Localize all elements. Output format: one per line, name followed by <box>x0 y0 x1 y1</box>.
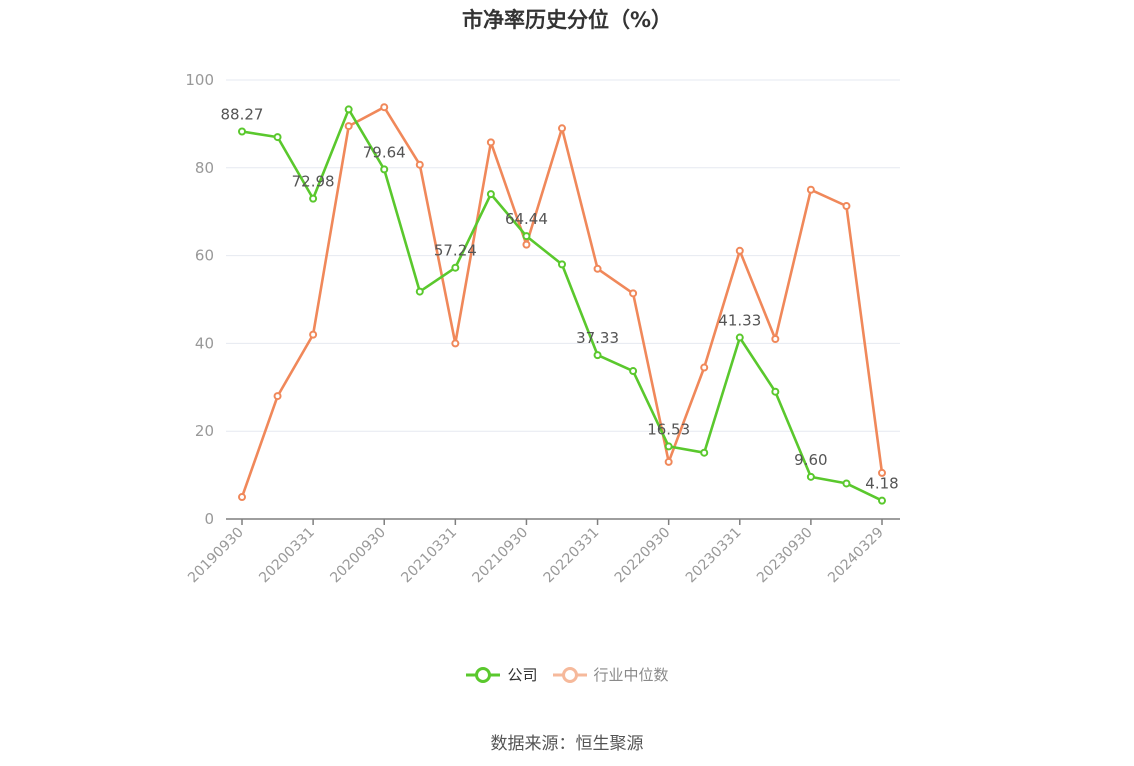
x-tick-label: 20230930 <box>754 525 816 587</box>
legend: 公司 行业中位数 <box>0 664 1134 685</box>
x-tick-label: 20190930 <box>185 525 247 587</box>
data-point-company <box>664 442 673 451</box>
data-point-company <box>842 479 851 488</box>
data-point-company <box>522 232 531 241</box>
data-point-industry <box>629 289 638 298</box>
x-tick-label: 20200930 <box>327 525 389 587</box>
data-point-industry <box>451 339 460 348</box>
data-point-industry <box>664 457 673 466</box>
data-point-industry <box>593 264 602 273</box>
series-line-industry <box>240 105 884 498</box>
data-point-industry <box>309 330 318 339</box>
data-label: 64.44 <box>505 210 548 228</box>
data-point-company <box>558 260 566 269</box>
data-point-company <box>380 165 389 174</box>
legend-industry-marker-icon <box>552 666 587 683</box>
data-point-company <box>771 387 780 396</box>
y-tick-label: 60 <box>195 247 214 265</box>
data-point-industry <box>238 493 246 502</box>
data-label: 57.24 <box>434 242 477 260</box>
data-point-company <box>735 333 744 342</box>
data-point-company <box>451 263 460 272</box>
data-point-industry <box>878 468 886 477</box>
legend-label-company: 公司 <box>507 666 538 684</box>
y-tick-label: 0 <box>204 510 214 528</box>
data-point-industry <box>806 185 815 194</box>
data-point-company <box>309 194 318 203</box>
data-point-industry <box>344 122 353 131</box>
data-point-company <box>273 133 282 142</box>
data-point-company <box>700 448 709 457</box>
x-tick-label: 20210930 <box>470 525 532 587</box>
data-point-company <box>629 367 638 376</box>
data-label: 9.60 <box>794 451 827 469</box>
data-label: 37.33 <box>576 329 619 347</box>
data-point-company <box>806 472 815 481</box>
data-label: 72.98 <box>292 173 335 191</box>
data-label: 4.18 <box>865 475 898 493</box>
x-tick-label: 20220331 <box>541 525 603 587</box>
y-tick-label: 20 <box>195 422 214 440</box>
y-tick-label: 80 <box>195 159 214 177</box>
x-tick-label: 20210331 <box>398 525 460 587</box>
data-point-company <box>486 190 495 199</box>
data-source: 数据来源：恒生聚源 <box>490 734 644 754</box>
x-tick-label: 20240329 <box>825 525 887 587</box>
legend-company-marker-icon <box>466 666 501 683</box>
data-label: 16.53 <box>647 420 690 438</box>
data-point-company <box>344 105 353 114</box>
legend-label-industry: 行业中位数 <box>593 666 669 684</box>
data-point-industry <box>842 201 851 210</box>
y-tick-label: 40 <box>195 334 214 352</box>
x-tick-label: 20220930 <box>612 525 674 587</box>
legend-item-industry[interactable]: 行业中位数 <box>552 664 669 685</box>
data-point-industry <box>415 160 424 169</box>
data-point-industry <box>380 103 389 112</box>
data-point-industry <box>558 124 566 133</box>
y-tick-label: 100 <box>185 71 214 89</box>
data-point-company <box>878 496 886 505</box>
data-point-industry <box>735 246 744 255</box>
data-point-company <box>238 127 246 136</box>
legend-item-company[interactable]: 公司 <box>465 664 538 685</box>
data-label: 79.64 <box>363 143 406 161</box>
data-point-industry <box>771 335 780 344</box>
data-point-industry <box>273 392 282 401</box>
data-point-industry <box>700 363 709 372</box>
data-point-industry <box>522 240 531 249</box>
data-point-industry <box>486 138 495 147</box>
x-tick-label: 20200331 <box>256 525 318 587</box>
data-label: 41.33 <box>718 312 761 330</box>
chart-title: 市净率历史分位（%） <box>461 8 673 32</box>
x-tick-label: 20230331 <box>683 525 745 587</box>
data-point-company <box>593 351 602 360</box>
data-label: 88.27 <box>221 105 264 123</box>
data-point-company <box>415 287 424 296</box>
